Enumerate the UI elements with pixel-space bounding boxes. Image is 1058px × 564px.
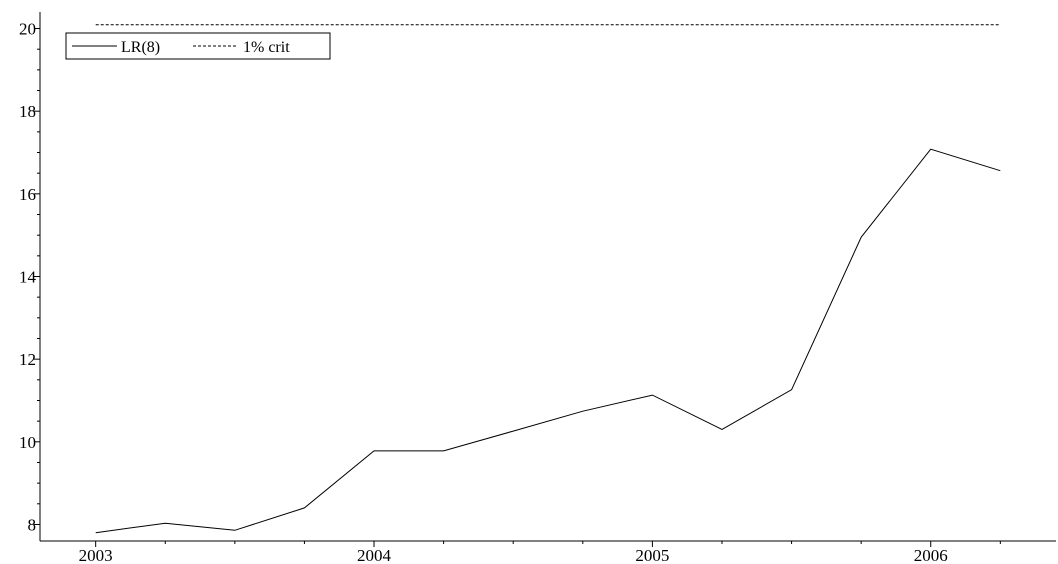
series-line-lr-8: [95, 148, 1001, 534]
y-axis-ticks: 8 10 12 14 16 18 20: [19, 20, 40, 534]
legend-label-lr8: LR(8): [121, 39, 160, 56]
y-tick-label: 12: [19, 350, 36, 369]
y-tick-label: 20: [19, 20, 36, 39]
legend: LR(8) 1% crit: [65, 32, 331, 60]
y-tick-label: 10: [19, 433, 36, 452]
x-axis-ticks: 2003 2004 2005 2006: [79, 541, 1001, 564]
x-tick-label: 2004: [357, 546, 392, 564]
series-layer: [95, 24, 1001, 534]
x-tick-label: 2006: [914, 546, 948, 564]
legend-label-1pct-crit: 1% crit: [243, 39, 290, 56]
y-tick-label: 16: [19, 185, 36, 204]
y-tick-label: 14: [19, 268, 37, 287]
y-tick-label: 18: [19, 102, 36, 121]
x-tick-label: 2005: [635, 546, 669, 564]
axes: [39, 12, 1056, 542]
y-tick-label: 8: [28, 515, 37, 534]
x-tick-label: 2003: [79, 546, 113, 564]
